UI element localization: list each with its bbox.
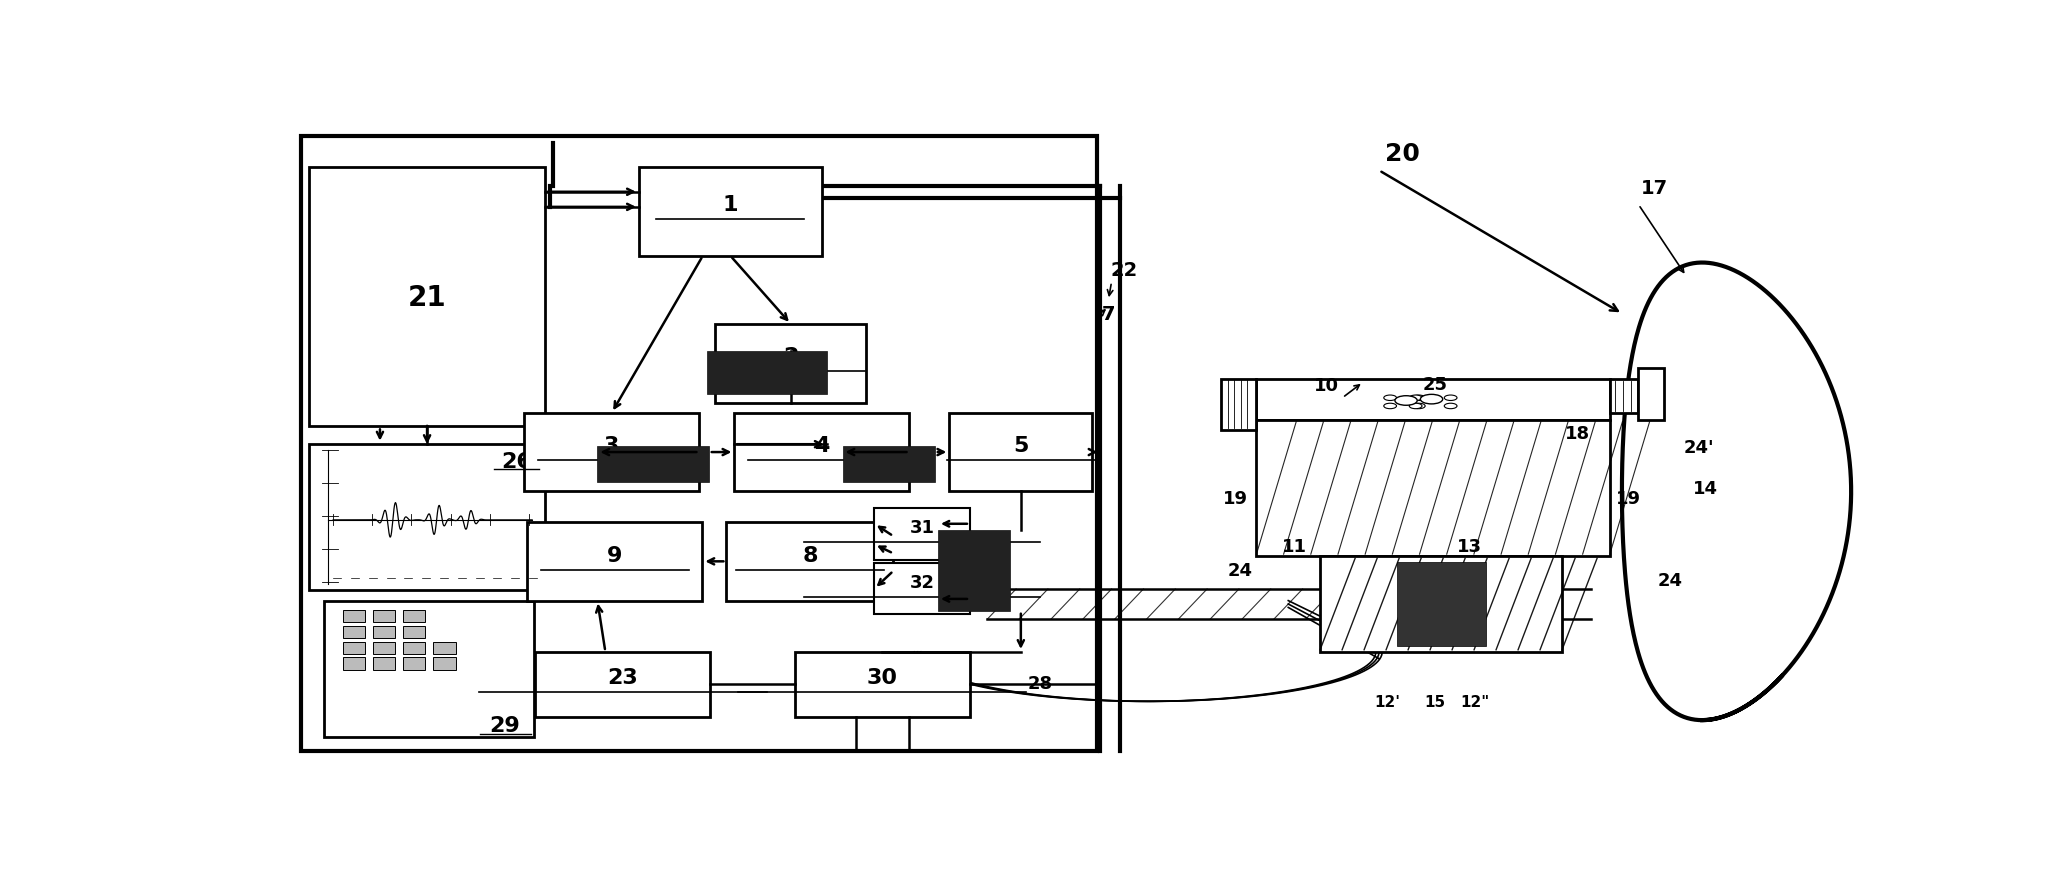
FancyBboxPatch shape: [795, 652, 969, 717]
FancyBboxPatch shape: [302, 137, 1097, 751]
FancyBboxPatch shape: [433, 641, 456, 654]
FancyBboxPatch shape: [1257, 420, 1610, 556]
Text: 19: 19: [1224, 490, 1249, 508]
FancyBboxPatch shape: [1257, 379, 1610, 420]
FancyBboxPatch shape: [403, 626, 425, 639]
Text: 11: 11: [1282, 538, 1306, 556]
Text: 15: 15: [1423, 694, 1446, 709]
Circle shape: [1384, 404, 1397, 409]
Circle shape: [1444, 395, 1456, 401]
Text: 2: 2: [783, 347, 799, 367]
Text: 22: 22: [1111, 260, 1138, 280]
Text: 9: 9: [608, 545, 622, 565]
FancyBboxPatch shape: [875, 563, 969, 615]
Text: 3: 3: [604, 436, 620, 455]
FancyBboxPatch shape: [715, 324, 867, 403]
FancyBboxPatch shape: [1222, 379, 1257, 431]
Circle shape: [1444, 404, 1456, 409]
FancyBboxPatch shape: [374, 641, 394, 654]
FancyBboxPatch shape: [1397, 562, 1485, 647]
Text: 14: 14: [1692, 479, 1717, 497]
FancyBboxPatch shape: [939, 531, 1011, 611]
FancyBboxPatch shape: [433, 657, 456, 670]
Circle shape: [1413, 404, 1425, 409]
Text: 29: 29: [489, 715, 520, 735]
Text: 24: 24: [1658, 571, 1682, 589]
Circle shape: [1421, 395, 1442, 404]
FancyBboxPatch shape: [374, 657, 394, 670]
FancyBboxPatch shape: [325, 601, 534, 737]
FancyBboxPatch shape: [403, 657, 425, 670]
Circle shape: [1395, 396, 1417, 406]
FancyBboxPatch shape: [1610, 379, 1639, 413]
Text: 7: 7: [1101, 305, 1115, 324]
FancyBboxPatch shape: [524, 413, 698, 492]
Text: 31: 31: [910, 518, 935, 537]
Text: 17: 17: [1641, 179, 1668, 198]
FancyBboxPatch shape: [343, 641, 366, 654]
Text: 28: 28: [1027, 674, 1052, 692]
Text: 18: 18: [1565, 424, 1590, 443]
FancyBboxPatch shape: [310, 444, 544, 591]
Text: 12": 12": [1460, 694, 1489, 709]
FancyBboxPatch shape: [842, 447, 935, 482]
FancyBboxPatch shape: [875, 509, 969, 560]
Text: 26: 26: [501, 451, 532, 471]
Text: 21: 21: [409, 284, 446, 311]
FancyBboxPatch shape: [949, 413, 1093, 492]
Text: 1: 1: [723, 195, 737, 215]
FancyBboxPatch shape: [598, 447, 709, 482]
Text: 19: 19: [1616, 490, 1641, 508]
FancyBboxPatch shape: [727, 523, 893, 601]
FancyBboxPatch shape: [310, 167, 544, 427]
FancyBboxPatch shape: [536, 652, 711, 717]
Text: 4: 4: [813, 436, 830, 455]
FancyBboxPatch shape: [1321, 556, 1563, 652]
FancyBboxPatch shape: [1639, 369, 1664, 420]
FancyBboxPatch shape: [343, 657, 366, 670]
Text: 23: 23: [608, 668, 639, 688]
Text: 5: 5: [1013, 436, 1029, 455]
Circle shape: [1409, 404, 1421, 409]
Circle shape: [1384, 395, 1397, 401]
FancyBboxPatch shape: [403, 641, 425, 654]
Text: 32: 32: [910, 573, 935, 591]
Text: 12': 12': [1374, 694, 1401, 709]
FancyBboxPatch shape: [343, 610, 366, 623]
FancyBboxPatch shape: [528, 523, 702, 601]
Text: 24: 24: [1228, 561, 1253, 579]
Text: 24': 24': [1684, 439, 1715, 456]
Text: 10: 10: [1315, 377, 1339, 395]
Polygon shape: [1623, 263, 1851, 720]
Circle shape: [1409, 395, 1421, 401]
FancyBboxPatch shape: [374, 626, 394, 639]
Text: 25: 25: [1421, 376, 1448, 393]
FancyBboxPatch shape: [707, 352, 826, 394]
FancyBboxPatch shape: [343, 626, 366, 639]
Text: 8: 8: [803, 545, 817, 565]
FancyBboxPatch shape: [735, 413, 910, 492]
Text: 13: 13: [1456, 538, 1483, 556]
FancyBboxPatch shape: [374, 610, 394, 623]
Text: 20: 20: [1386, 142, 1419, 166]
Text: 30: 30: [867, 668, 898, 688]
Circle shape: [1413, 395, 1425, 401]
FancyBboxPatch shape: [639, 167, 822, 256]
FancyBboxPatch shape: [403, 610, 425, 623]
